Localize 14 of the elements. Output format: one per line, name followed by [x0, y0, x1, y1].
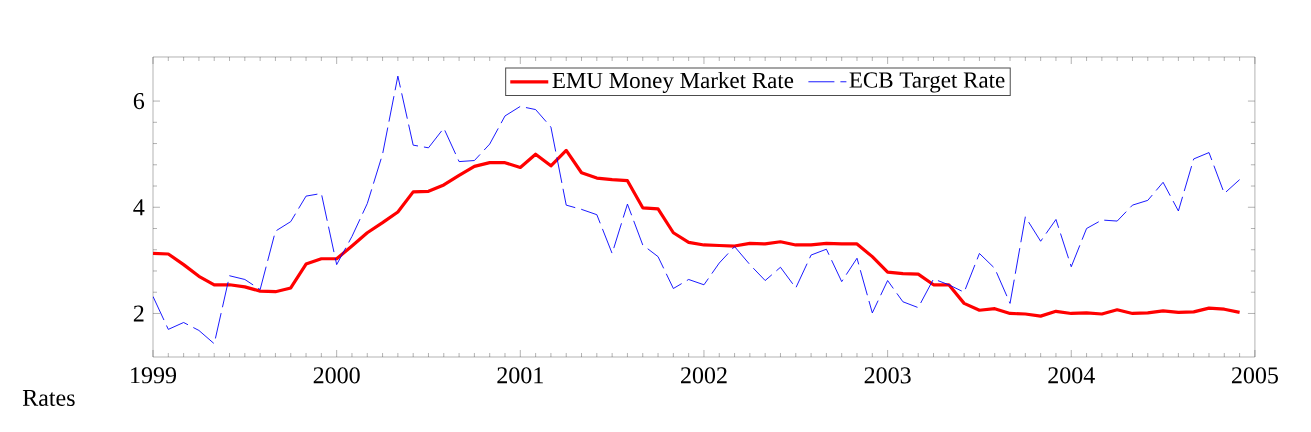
y-tick-label: 6 [133, 93, 145, 110]
x-tick-label: 2004 [1048, 367, 1095, 384]
line-series [153, 148, 1242, 318]
x-tick-label: 2003 [864, 367, 911, 384]
y-tick-label: 2 [133, 305, 144, 322]
x-tick-label: 2000 [313, 367, 360, 384]
x-tick-label: 2002 [681, 367, 727, 384]
x-tick-label: 2001 [497, 367, 543, 384]
legend-label: ECB Target Rate [849, 72, 1005, 93]
x-tick-label: 1999 [131, 367, 177, 384]
x-tick-label: 2005 [1231, 367, 1278, 384]
y-tick-label: 4 [133, 199, 145, 216]
legend-label: EMU Money Market Rate [552, 71, 794, 93]
y-axis-title: Rates [22, 390, 75, 406]
